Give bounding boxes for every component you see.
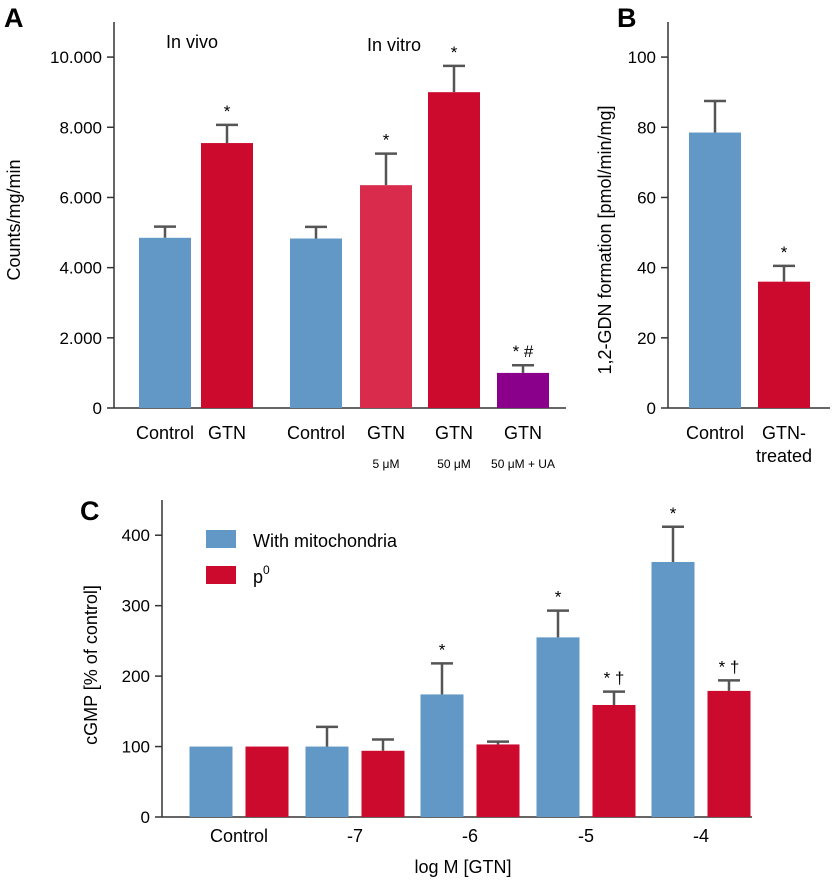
panel-c-y-tick-label: 200 <box>122 667 150 686</box>
panel-c-x-axis-title: log M [GTN] <box>414 857 511 877</box>
panel-a-x-tick-sublabel: 50 μM <box>437 457 471 471</box>
panel-c-mitochondria-bar <box>420 694 464 817</box>
panel-a-bar <box>139 237 191 408</box>
panel-a-group-label-in-vitro: In vitro <box>367 35 421 55</box>
panel-a-x-tick-sublabel: 50 μM + UA <box>491 457 555 471</box>
panel-a-x-tick-sublabel: 5 μM <box>373 457 400 471</box>
legend-label-p0: p0 <box>253 563 270 587</box>
panel-b-chart: 1,2-GDN formation [pmol/min/mg] 0 20 40 60 8… <box>595 22 830 466</box>
panel-c-p0-significance-marker: * † <box>719 657 740 676</box>
panel-b-y-axis-title: 1,2-GDN formation [pmol/min/mg] <box>595 105 615 374</box>
panel-a-y-axis-title: Counts/mg/min <box>4 159 24 280</box>
panel-b-x-tick-label: GTN- <box>762 423 806 443</box>
panel-b-letter: B <box>617 3 637 33</box>
panel-c-x-tick-label: Control <box>210 826 268 846</box>
panel-c-y-tick-label: 100 <box>122 738 150 757</box>
panel-c-y-tick-label: 400 <box>122 526 150 545</box>
panel-c-y-tick-label: 0 <box>141 808 150 827</box>
panel-c-mitochondria-bar <box>189 746 233 817</box>
panel-a-significance-marker: * # <box>513 342 534 361</box>
panel-c-x-tick-label: -4 <box>693 826 709 846</box>
panel-a-bar <box>201 143 253 408</box>
panel-b-bar <box>758 281 810 408</box>
panel-c-legend: With mitochondria p0 <box>206 530 398 587</box>
panel-a-x-tick-label: GTN <box>208 423 246 443</box>
panel-a-x-tick-label: GTN <box>435 423 473 443</box>
panel-b-y-tick-label: 100 <box>628 48 656 67</box>
panel-a-significance-marker: * <box>383 131 390 150</box>
panel-b-y-tick-label: 40 <box>637 259 656 278</box>
panel-b-x-tick-label-line2: treated <box>756 446 812 466</box>
panel-c-y-axis-title: cGMP [% of control] <box>81 585 101 745</box>
panel-a-significance-marker: * <box>224 102 231 121</box>
panel-c-p0-bar <box>707 690 751 817</box>
panel-c-mitochondria-bar <box>651 561 695 817</box>
panel-a-x-tick-label: Control <box>287 423 345 443</box>
panel-c-mitochondria-bar <box>305 746 349 817</box>
panel-c-x-tick-label: -5 <box>578 826 594 846</box>
panel-a-y-tick-label: 4.000 <box>59 259 102 278</box>
panel-c-letter: C <box>80 496 100 526</box>
panel-c-mitochondria-bar <box>536 637 580 817</box>
legend-label-p0-base: p <box>253 567 263 587</box>
panel-c-mitochondria-significance-marker: * <box>670 504 677 523</box>
panel-a-x-tick-label: GTN <box>504 423 542 443</box>
legend-swatch-with-mitochondria <box>206 530 236 548</box>
panel-c-p0-bar <box>361 750 405 817</box>
panel-a-y-tick-label: 0 <box>93 399 102 418</box>
panel-c-y-tick-label: 300 <box>122 597 150 616</box>
panel-c-p0-significance-marker: * † <box>604 669 625 688</box>
panel-b-x-tick-label: Control <box>686 423 744 443</box>
panel-a-y-tick-label: 8.000 <box>59 118 102 137</box>
panel-b-y-tick-label: 0 <box>647 399 656 418</box>
panel-b-bar <box>689 132 741 408</box>
panel-a-bar <box>290 238 342 408</box>
legend-swatch-p0 <box>206 566 236 584</box>
panel-c-p0-bar <box>476 744 520 817</box>
panel-b-y-tick-label: 60 <box>637 188 656 207</box>
legend-label-with-mitochondria: With mitochondria <box>253 531 398 551</box>
panel-b-significance-marker: * <box>781 243 788 262</box>
panel-c-chart: cGMP [% of control] log M [GTN] With mit… <box>81 500 752 877</box>
panel-c-x-tick-label: -6 <box>462 826 478 846</box>
panel-c-mitochondria-significance-marker: * <box>439 640 446 659</box>
panel-c-mitochondria-significance-marker: * <box>555 588 562 607</box>
panel-b-y-tick-label: 80 <box>637 118 656 137</box>
panel-a-significance-marker: * <box>451 43 458 62</box>
panel-a-bar <box>428 92 480 408</box>
panel-a-group-label-in-vivo: In vivo <box>166 32 218 52</box>
panel-a-bar <box>360 185 412 408</box>
panel-c-x-tick-label: -7 <box>347 826 363 846</box>
panel-c-p0-bar <box>592 704 636 817</box>
panel-a-y-tick-label: 10.000 <box>50 48 102 67</box>
legend-label-p0-superscript: 0 <box>263 563 270 577</box>
panel-a-bar <box>497 372 549 408</box>
panel-a-x-tick-label: Control <box>136 423 194 443</box>
panel-a-x-tick-label: GTN <box>367 423 405 443</box>
panel-a-y-tick-label: 6.000 <box>59 188 102 207</box>
panel-a-y-tick-label: 2.000 <box>59 329 102 348</box>
panel-c-p0-bar <box>245 746 289 817</box>
panel-b-y-tick-label: 20 <box>637 329 656 348</box>
panel-a-chart: Counts/mg/min In vivo In vitro 0 2.000 4.0… <box>4 22 566 471</box>
panel-a-letter: A <box>4 3 24 33</box>
